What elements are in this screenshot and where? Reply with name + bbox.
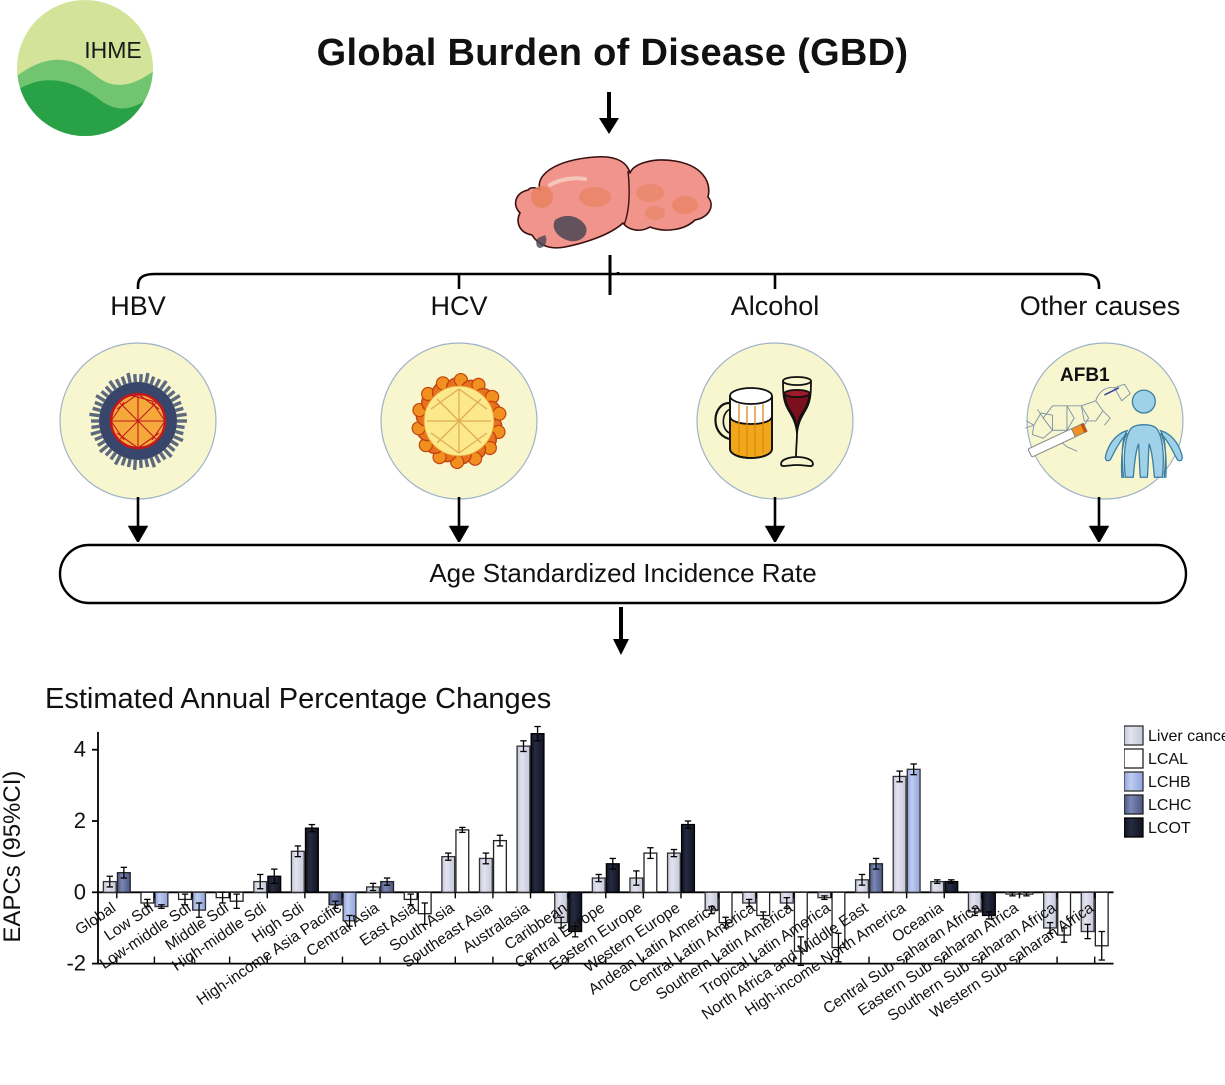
- svg-text:LCAL: LCAL: [1148, 751, 1188, 768]
- svg-text:EAPCs (95%CI): EAPCs (95%CI): [0, 771, 26, 943]
- svg-text:LCHB: LCHB: [1148, 774, 1191, 791]
- svg-text:Liver cancer: Liver cancer: [1148, 728, 1225, 745]
- svg-text:-2: -2: [66, 951, 86, 976]
- svg-text:AFB1: AFB1: [1060, 365, 1110, 386]
- svg-text:0: 0: [74, 879, 86, 904]
- svg-text:4: 4: [74, 737, 86, 762]
- svg-text:LCOT: LCOT: [1148, 820, 1191, 837]
- svg-text:LCHC: LCHC: [1148, 797, 1192, 814]
- svg-text:2: 2: [74, 808, 86, 833]
